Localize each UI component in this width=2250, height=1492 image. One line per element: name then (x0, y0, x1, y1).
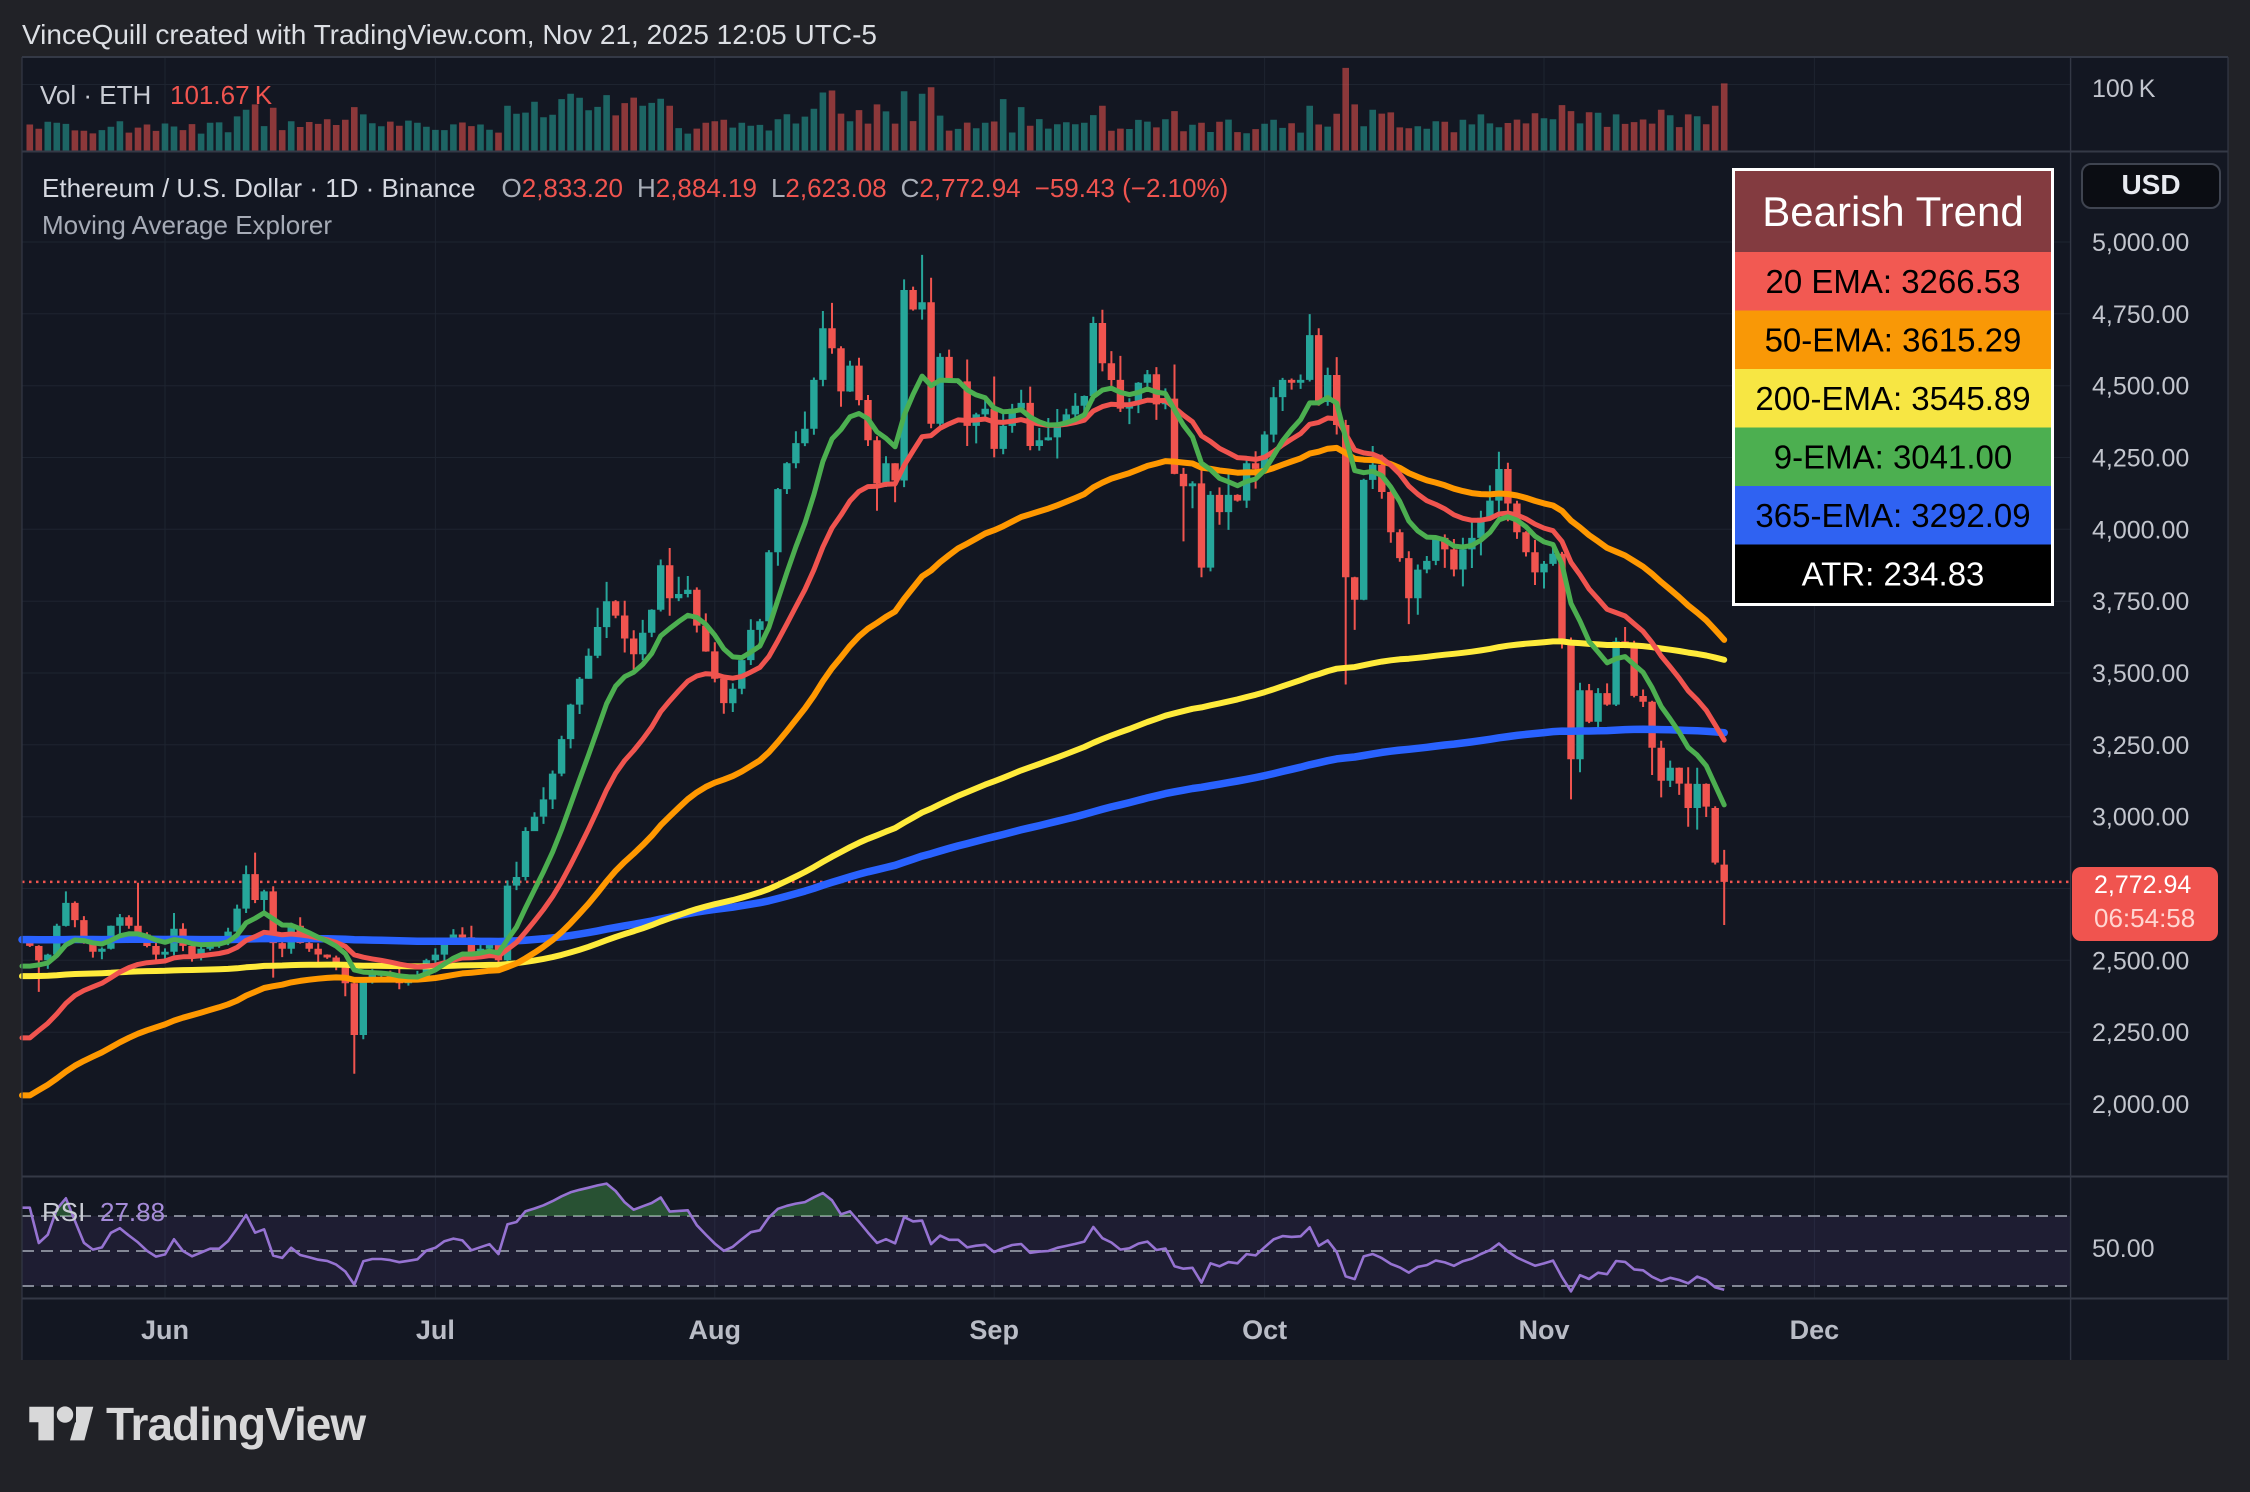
svg-text:RSI: RSI (42, 1197, 85, 1227)
svg-text:50.00: 50.00 (2092, 1235, 2155, 1263)
svg-text:100 K: 100 K (2092, 75, 2156, 103)
svg-text:27.88: 27.88 (100, 1197, 165, 1227)
svg-text:20 EMA: 3266.53: 20 EMA: 3266.53 (1765, 263, 2020, 300)
svg-text:3,250.00: 3,250.00 (2092, 732, 2189, 760)
svg-text:Jul: Jul (416, 1315, 455, 1345)
svg-text:2,772.94: 2,772.94 (2094, 871, 2191, 899)
svg-text:5,000.00: 5,000.00 (2092, 229, 2189, 257)
svg-text:3,500.00: 3,500.00 (2092, 660, 2189, 688)
svg-text:2,500.00: 2,500.00 (2092, 947, 2189, 975)
svg-text:9-EMA: 3041.00: 9-EMA: 3041.00 (1774, 438, 2012, 475)
svg-text:4,000.00: 4,000.00 (2092, 516, 2189, 544)
svg-text:200-EMA: 3545.89: 200-EMA: 3545.89 (1755, 380, 2030, 417)
svg-text:Sep: Sep (969, 1315, 1019, 1345)
svg-text:Bearish Trend: Bearish Trend (1762, 188, 2023, 235)
svg-text:50-EMA: 3615.29: 50-EMA: 3615.29 (1765, 321, 2022, 358)
svg-text:Jun: Jun (141, 1315, 189, 1345)
svg-text:4,750.00: 4,750.00 (2092, 301, 2189, 329)
svg-text:101.67 K: 101.67 K (170, 80, 273, 110)
svg-text:2,000.00: 2,000.00 (2092, 1091, 2189, 1119)
svg-text:2,250.00: 2,250.00 (2092, 1019, 2189, 1047)
svg-text:4,250.00: 4,250.00 (2092, 445, 2189, 473)
svg-text:3,750.00: 3,750.00 (2092, 588, 2189, 616)
svg-text:VinceQuill created with Tradin: VinceQuill created with TradingView.com,… (22, 19, 877, 50)
svg-text:3,000.00: 3,000.00 (2092, 804, 2189, 832)
svg-text:ATR: 234.83: ATR: 234.83 (1802, 555, 1985, 592)
svg-text:4,500.00: 4,500.00 (2092, 373, 2189, 401)
svg-text:Oct: Oct (1242, 1315, 1287, 1345)
svg-text:Aug: Aug (689, 1315, 741, 1345)
svg-text:USD: USD (2121, 169, 2180, 200)
svg-text:06:54:58: 06:54:58 (2094, 903, 2195, 933)
svg-text:Vol · ETH: Vol · ETH (40, 80, 151, 110)
svg-text:Nov: Nov (1518, 1315, 1569, 1345)
svg-text:365-EMA: 3292.09: 365-EMA: 3292.09 (1755, 497, 2030, 534)
svg-text:Moving Average Explorer: Moving Average Explorer (42, 210, 332, 240)
svg-text:TradingView: TradingView (106, 1398, 366, 1450)
svg-text:Dec: Dec (1790, 1315, 1840, 1345)
